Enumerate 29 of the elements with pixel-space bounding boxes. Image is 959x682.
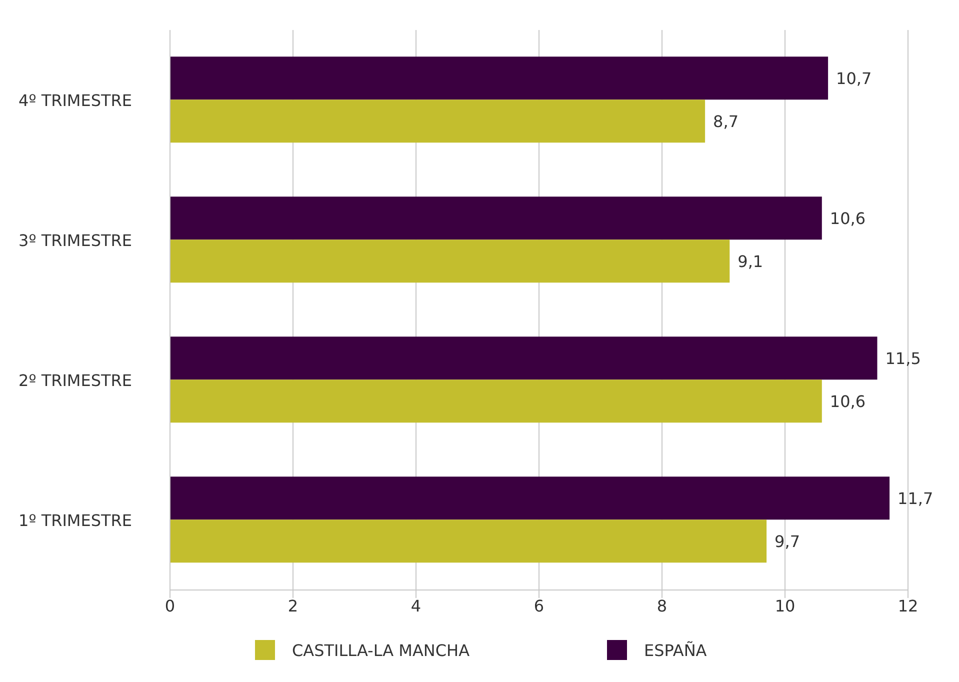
x-tick-label: 2: [288, 596, 298, 616]
x-tick-label: 0: [164, 596, 176, 616]
x-tick-label: 4: [410, 596, 422, 616]
legend-label: ESPAÑA: [644, 640, 707, 660]
data-label: 11,5: [885, 348, 921, 368]
x-tick-label: 8: [656, 596, 668, 616]
data-label: 10,7: [836, 68, 872, 88]
bar: [170, 196, 822, 240]
y-tick-label: 1º TRIMESTRE: [18, 510, 132, 530]
y-tick-label: 2º TRIMESTRE: [18, 370, 132, 390]
x-tick-label: 12: [898, 596, 918, 616]
data-label: 8,7: [713, 112, 739, 131]
data-label: 11,7: [898, 488, 934, 508]
data-label: 10,6: [830, 392, 866, 411]
x-tick-label: 10: [774, 596, 796, 616]
bar: [170, 100, 706, 143]
bar: [170, 56, 828, 100]
bar: [170, 520, 767, 563]
bar: [170, 336, 878, 380]
legend-label: CASTILLA-LA MANCHA: [292, 640, 470, 660]
bar: [170, 240, 730, 283]
bar: [170, 476, 890, 520]
data-label: 9,1: [738, 252, 764, 271]
bar: [170, 380, 822, 423]
y-tick-label: 3º TRIMESTRE: [18, 230, 132, 250]
data-label: 10,6: [830, 208, 866, 228]
y-tick-label: 4º TRIMESTRE: [18, 90, 132, 110]
data-label: 9,7: [774, 532, 800, 551]
x-tick-label: 6: [534, 596, 544, 616]
